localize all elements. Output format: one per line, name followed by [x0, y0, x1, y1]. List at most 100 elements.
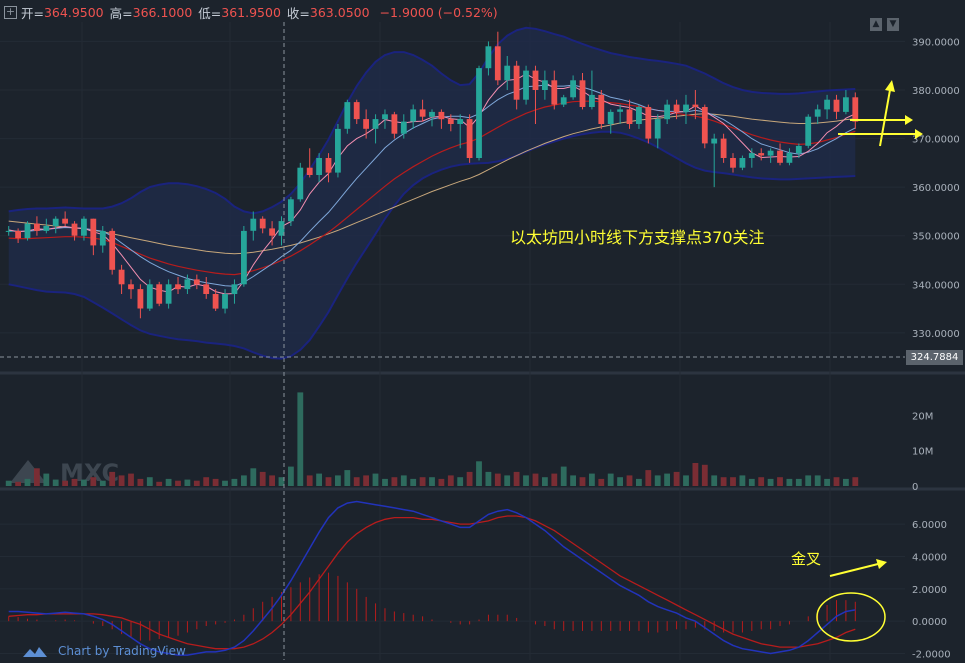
candle-body — [617, 109, 623, 112]
volume-bar — [391, 477, 398, 486]
candle-body — [316, 158, 322, 175]
volume-bar — [165, 478, 172, 486]
ohlc-legend: + 开= 364.9500 高= 366.1000 低= 361.9500 收=… — [4, 2, 498, 22]
volume-bar — [485, 471, 492, 486]
candle-body — [325, 158, 332, 173]
volume-bar — [579, 477, 586, 486]
candle-body — [645, 107, 652, 139]
candle-body — [400, 121, 407, 134]
candle-body — [532, 70, 539, 90]
volume-bar — [476, 461, 482, 486]
candle-body — [269, 228, 275, 236]
volume-bar — [711, 475, 718, 486]
volume-bar — [795, 478, 802, 486]
candle-body — [476, 68, 482, 158]
candle-body — [748, 153, 755, 158]
candle-body — [90, 218, 97, 246]
volume-bar — [824, 478, 830, 486]
volume-bar — [363, 475, 369, 486]
high-label: 高= — [109, 5, 133, 21]
candle-body — [222, 294, 228, 309]
volume-bar — [513, 471, 520, 486]
volume-bar — [645, 470, 652, 486]
ma-tan-line — [8, 113, 856, 255]
candle-body — [852, 97, 859, 122]
candle-body — [777, 150, 783, 163]
volume-bar — [589, 473, 595, 486]
watermark-text: MXC — [60, 459, 119, 487]
expand-icon[interactable]: + — [4, 4, 17, 19]
candle-body — [288, 199, 294, 222]
scroll-up-icon[interactable]: ▲ — [870, 18, 882, 31]
crosshair-price-tag: 324.7884 — [906, 350, 963, 365]
candle-body — [419, 109, 426, 117]
candle-body — [485, 46, 492, 69]
price-axis-label: 390.0000 — [912, 37, 960, 48]
volume-bar — [730, 477, 736, 486]
price-axis-label: 380.0000 — [912, 86, 960, 97]
price-axis-label: 360.0000 — [912, 183, 960, 194]
volume-axis-label: 10M — [912, 447, 933, 458]
candle-body — [664, 104, 670, 120]
candle-body — [542, 80, 548, 90]
volume-bar — [52, 479, 59, 486]
highlight-circle — [816, 592, 886, 642]
macd-axis-label: -2.0000 — [912, 650, 951, 661]
volume-bar — [626, 475, 633, 486]
scroll-down-icon[interactable]: ▼ — [887, 18, 899, 31]
candle-body — [814, 109, 821, 117]
arrow-head-icon — [885, 80, 895, 92]
open-label: 开= — [21, 5, 44, 21]
candle-body — [99, 230, 106, 246]
candle-body — [109, 230, 116, 270]
arrow-head-icon — [876, 559, 887, 569]
macd-signal-line — [8, 515, 856, 650]
volume-bar — [62, 480, 68, 486]
candle-body — [711, 138, 718, 144]
volume-bar — [118, 475, 125, 486]
volume-axis-label: 20M — [912, 411, 933, 422]
volume-bar — [259, 471, 266, 486]
candle-body — [81, 218, 87, 236]
candle-body — [193, 279, 200, 285]
volume-bar — [683, 475, 689, 486]
volume-bar — [466, 471, 473, 486]
volume-bar — [109, 471, 116, 486]
volume-bar — [673, 471, 680, 486]
volume-bar — [71, 478, 78, 486]
candle-body — [410, 109, 417, 122]
candle-body — [146, 284, 153, 309]
open-value: 364.9500 — [43, 4, 104, 20]
arrow-line — [829, 563, 879, 577]
volume-bar — [90, 477, 97, 486]
volume-bar — [852, 477, 859, 486]
annotation-support-note: 以太坊四小时线下方支撑点370关注 — [510, 228, 765, 247]
volume-bar — [156, 481, 163, 486]
candle-body — [24, 223, 31, 239]
candle-body — [598, 94, 605, 124]
candle-body — [701, 107, 708, 144]
volume-bar — [833, 477, 840, 486]
candle-body — [805, 116, 812, 146]
volume-bar — [777, 477, 783, 486]
candle-body — [259, 218, 266, 229]
volume-bar — [241, 475, 247, 486]
volume-bar — [382, 478, 388, 486]
candle-body — [438, 111, 445, 120]
candle-body — [447, 119, 454, 124]
price-axis-label: 340.0000 — [912, 280, 960, 291]
candle-body — [692, 104, 699, 107]
candle-body — [241, 230, 247, 285]
volume-bar — [231, 478, 238, 486]
candle-body — [570, 80, 576, 98]
tradingview-brand[interactable]: Chart by TradingView — [23, 644, 186, 658]
macd-axis-label: 2.0000 — [912, 585, 947, 596]
candle-body — [306, 167, 313, 175]
candle-body — [767, 150, 774, 156]
change-value: −1.9000 (−0.52%) — [379, 4, 498, 20]
candle-body — [683, 104, 689, 112]
candle-body — [165, 284, 172, 304]
volume-bar — [137, 478, 144, 486]
candle-body — [786, 153, 793, 163]
